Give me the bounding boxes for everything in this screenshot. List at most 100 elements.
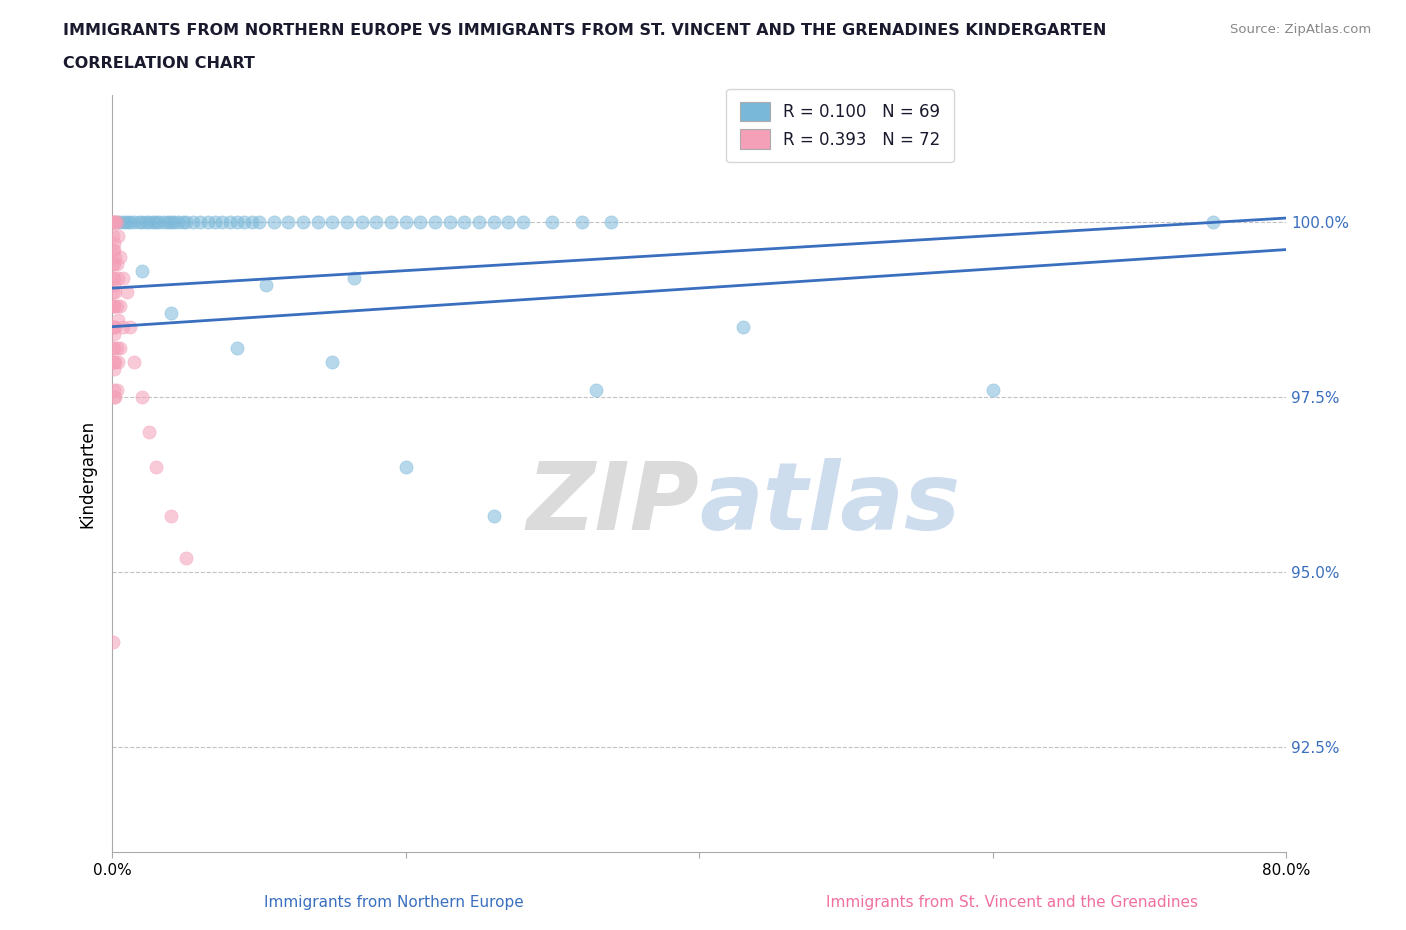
Point <box>439 214 461 229</box>
Point <box>101 319 124 334</box>
Point <box>103 390 125 405</box>
Point <box>103 235 125 250</box>
Point <box>131 214 153 229</box>
Point <box>291 214 314 229</box>
Point <box>350 214 373 229</box>
Point <box>512 214 534 229</box>
Point <box>174 214 197 229</box>
Point <box>336 214 359 229</box>
Point <box>104 390 127 405</box>
Point <box>174 551 197 565</box>
Point <box>101 214 124 229</box>
Point <box>108 340 131 355</box>
Point <box>128 214 150 229</box>
Point <box>585 382 607 397</box>
Point <box>107 228 129 243</box>
Point <box>101 256 124 271</box>
Point <box>148 214 170 229</box>
Point <box>263 214 285 229</box>
Point <box>145 214 167 229</box>
Point <box>103 340 125 355</box>
Point <box>167 214 190 229</box>
Point <box>104 249 127 264</box>
Point <box>105 299 128 313</box>
Point <box>105 214 128 229</box>
Point <box>105 382 128 397</box>
Point <box>101 299 124 313</box>
Point <box>104 319 127 334</box>
Legend: R = 0.100   N = 69, R = 0.393   N = 72: R = 0.100 N = 69, R = 0.393 N = 72 <box>727 88 953 162</box>
Text: atlas: atlas <box>699 458 960 551</box>
Point <box>108 214 131 229</box>
Point <box>160 509 183 524</box>
Point <box>600 214 623 229</box>
Point <box>101 354 124 369</box>
Point <box>468 214 491 229</box>
Point <box>135 214 157 229</box>
Point <box>211 214 233 229</box>
Point <box>103 382 125 397</box>
Point <box>226 340 249 355</box>
Point <box>240 214 263 229</box>
Point <box>138 214 160 229</box>
Point <box>277 214 299 229</box>
Point <box>118 214 141 229</box>
Point <box>104 354 127 369</box>
Point <box>103 271 125 286</box>
Point <box>122 354 145 369</box>
Point <box>108 249 131 264</box>
Point <box>733 319 755 334</box>
Point <box>115 214 138 229</box>
Point <box>105 214 128 229</box>
Point <box>145 459 167 474</box>
Point <box>118 319 141 334</box>
Point <box>103 277 125 292</box>
Point <box>197 214 219 229</box>
Point <box>105 340 128 355</box>
Point <box>101 228 124 243</box>
Point <box>101 634 124 649</box>
Point <box>1201 214 1223 229</box>
Point <box>409 214 432 229</box>
Point <box>453 214 475 229</box>
Point <box>104 285 127 299</box>
Point <box>343 271 366 286</box>
Point <box>226 214 249 229</box>
Point <box>103 326 125 341</box>
Point <box>103 214 125 229</box>
Point <box>541 214 564 229</box>
Point <box>163 214 186 229</box>
Point <box>108 299 131 313</box>
Point <box>321 354 343 369</box>
Point <box>247 214 270 229</box>
Text: CORRELATION CHART: CORRELATION CHART <box>63 56 254 71</box>
Point <box>103 299 125 313</box>
Text: ZIP: ZIP <box>526 458 699 551</box>
Point <box>181 214 204 229</box>
Point <box>103 242 125 257</box>
Point <box>105 256 128 271</box>
Point <box>103 362 125 377</box>
Y-axis label: Kindergarten: Kindergarten <box>79 419 96 528</box>
Text: Source: ZipAtlas.com: Source: ZipAtlas.com <box>1230 23 1371 36</box>
Point <box>571 214 593 229</box>
Point <box>254 277 277 292</box>
Point <box>380 214 402 229</box>
Point <box>111 271 134 286</box>
Point <box>218 214 240 229</box>
Point <box>156 214 179 229</box>
Point <box>107 312 129 327</box>
Point <box>107 271 129 286</box>
Point <box>103 319 125 334</box>
Point <box>103 214 125 229</box>
Point <box>131 390 153 405</box>
Point <box>101 340 124 355</box>
Point <box>101 285 124 299</box>
Text: IMMIGRANTS FROM NORTHERN EUROPE VS IMMIGRANTS FROM ST. VINCENT AND THE GRENADINE: IMMIGRANTS FROM NORTHERN EUROPE VS IMMIG… <box>63 23 1107 38</box>
Point <box>482 509 505 524</box>
Point <box>172 214 194 229</box>
Point <box>366 214 388 229</box>
Point <box>131 263 153 278</box>
Point <box>981 382 1004 397</box>
Point <box>321 214 343 229</box>
